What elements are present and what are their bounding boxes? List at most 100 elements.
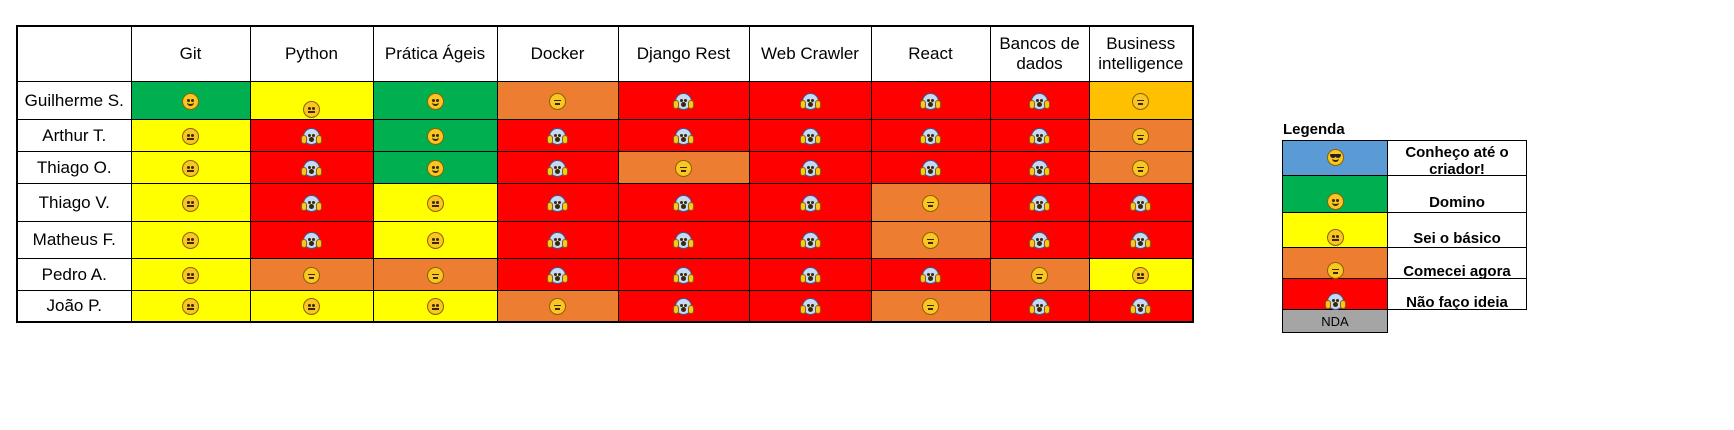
skill-cell (372, 119, 498, 152)
skill-cell (496, 258, 619, 291)
table-row: Thiago V. (16, 183, 1194, 222)
smile-face-icon (426, 92, 444, 110)
legend-row-nda: NDA (1282, 309, 1527, 333)
scream-face-icon (547, 232, 568, 250)
scream-face-icon (547, 194, 568, 212)
column-header: Python (249, 25, 374, 82)
skill-cell (989, 290, 1090, 323)
smile-face-icon (426, 127, 444, 145)
neutral-face-icon (426, 232, 444, 250)
legend-label: Comecei agora (1403, 262, 1511, 280)
scream-face-icon (301, 232, 322, 250)
row-name: João P. (16, 290, 132, 323)
tired-face-icon (675, 159, 692, 177)
table-row: Thiago O. (16, 151, 1194, 184)
skill-cell (748, 290, 872, 323)
skill-cell (372, 221, 498, 259)
skill-cell (496, 81, 619, 120)
skill-cell (870, 119, 991, 152)
skill-cell (1088, 258, 1194, 291)
table-row: Matheus F. (16, 221, 1194, 259)
legend-label: Conheço até o criador! (1405, 144, 1509, 178)
legend-row-naofaco: Não faço ideia (1282, 278, 1527, 311)
scream-face-icon (1029, 159, 1050, 177)
neutral-face-icon (182, 194, 199, 212)
scream-face-icon (673, 194, 694, 212)
skill-cell (1088, 290, 1194, 323)
skill-cell (130, 221, 251, 259)
row-name: Thiago V. (16, 183, 132, 222)
skill-cell (989, 221, 1090, 259)
skill-cell (989, 258, 1090, 291)
skill-cell (617, 119, 750, 152)
column-header: Bancos de dados (989, 25, 1090, 82)
legend-swatch (1282, 278, 1388, 311)
header-row: Git Python Prática Ágeis Docker Django R… (16, 25, 1194, 82)
column-header: Django Rest (617, 25, 750, 82)
skill-cell (249, 81, 374, 120)
skill-cell (1088, 221, 1194, 259)
skill-cell (748, 151, 872, 184)
scream-face-icon (799, 194, 821, 212)
legend-swatch (1282, 247, 1388, 280)
tired-face-icon (922, 194, 939, 212)
skill-cell (372, 151, 498, 184)
legend-label: Sei o básico (1413, 229, 1501, 247)
scream-face-icon (1130, 194, 1152, 212)
scream-face-icon (547, 159, 568, 177)
skill-cell (989, 119, 1090, 152)
skill-cell (372, 258, 498, 291)
tired-face-icon (1326, 262, 1344, 280)
legend-row-comecei: Comecei agora (1282, 247, 1527, 280)
skill-cell (870, 258, 991, 291)
scream-face-icon (1029, 194, 1050, 212)
skill-cell (372, 81, 498, 120)
column-header: Prática Ágeis (372, 25, 498, 82)
skill-cell (870, 221, 991, 259)
scream-face-icon (301, 159, 322, 177)
scream-face-icon (301, 194, 322, 212)
skill-cell (249, 258, 374, 291)
skill-cell (989, 151, 1090, 184)
skill-cell (130, 81, 251, 120)
skill-cell (1088, 81, 1194, 120)
scream-face-icon (920, 266, 941, 284)
legend-row-domino: Domino (1282, 175, 1527, 213)
scream-face-icon (673, 298, 694, 316)
scream-face-icon (920, 127, 941, 145)
table-row: Guilherme S. (16, 81, 1194, 120)
scream-face-icon (799, 298, 821, 316)
skill-cell (617, 183, 750, 222)
column-header: Web Crawler (748, 25, 872, 82)
legend-label: Não faço ideia (1406, 293, 1508, 311)
tired-face-icon (1132, 92, 1150, 110)
scream-face-icon (799, 266, 821, 284)
skill-cell (617, 81, 750, 120)
skill-cell (249, 183, 374, 222)
scream-face-icon (799, 232, 821, 250)
legend-swatch (1282, 175, 1388, 213)
scream-face-icon (799, 92, 821, 110)
row-name: Thiago O. (16, 151, 132, 184)
smile-face-icon (426, 159, 444, 177)
tired-face-icon (1031, 266, 1048, 284)
neutral-face-icon (426, 298, 444, 316)
skill-cell (496, 221, 619, 259)
legend-swatch (1282, 140, 1388, 176)
column-header: Docker (496, 25, 619, 82)
skill-cell (130, 119, 251, 152)
scream-face-icon (799, 127, 821, 145)
neutral-face-icon (182, 266, 199, 284)
neutral-face-icon (1132, 266, 1150, 284)
row-name: Guilherme S. (16, 81, 132, 120)
cool-face-icon (1326, 149, 1344, 167)
skill-cell (496, 151, 619, 184)
skill-cell (748, 81, 872, 120)
row-name: Arthur T. (16, 119, 132, 152)
tired-face-icon (303, 266, 320, 284)
scream-face-icon (673, 92, 694, 110)
skill-matrix-table: Git Python Prática Ágeis Docker Django R… (16, 25, 1194, 323)
tired-face-icon (1132, 127, 1150, 145)
skill-cell (870, 151, 991, 184)
legend-table: Conheço até o criador! Domino Sei o bási… (1282, 140, 1527, 333)
